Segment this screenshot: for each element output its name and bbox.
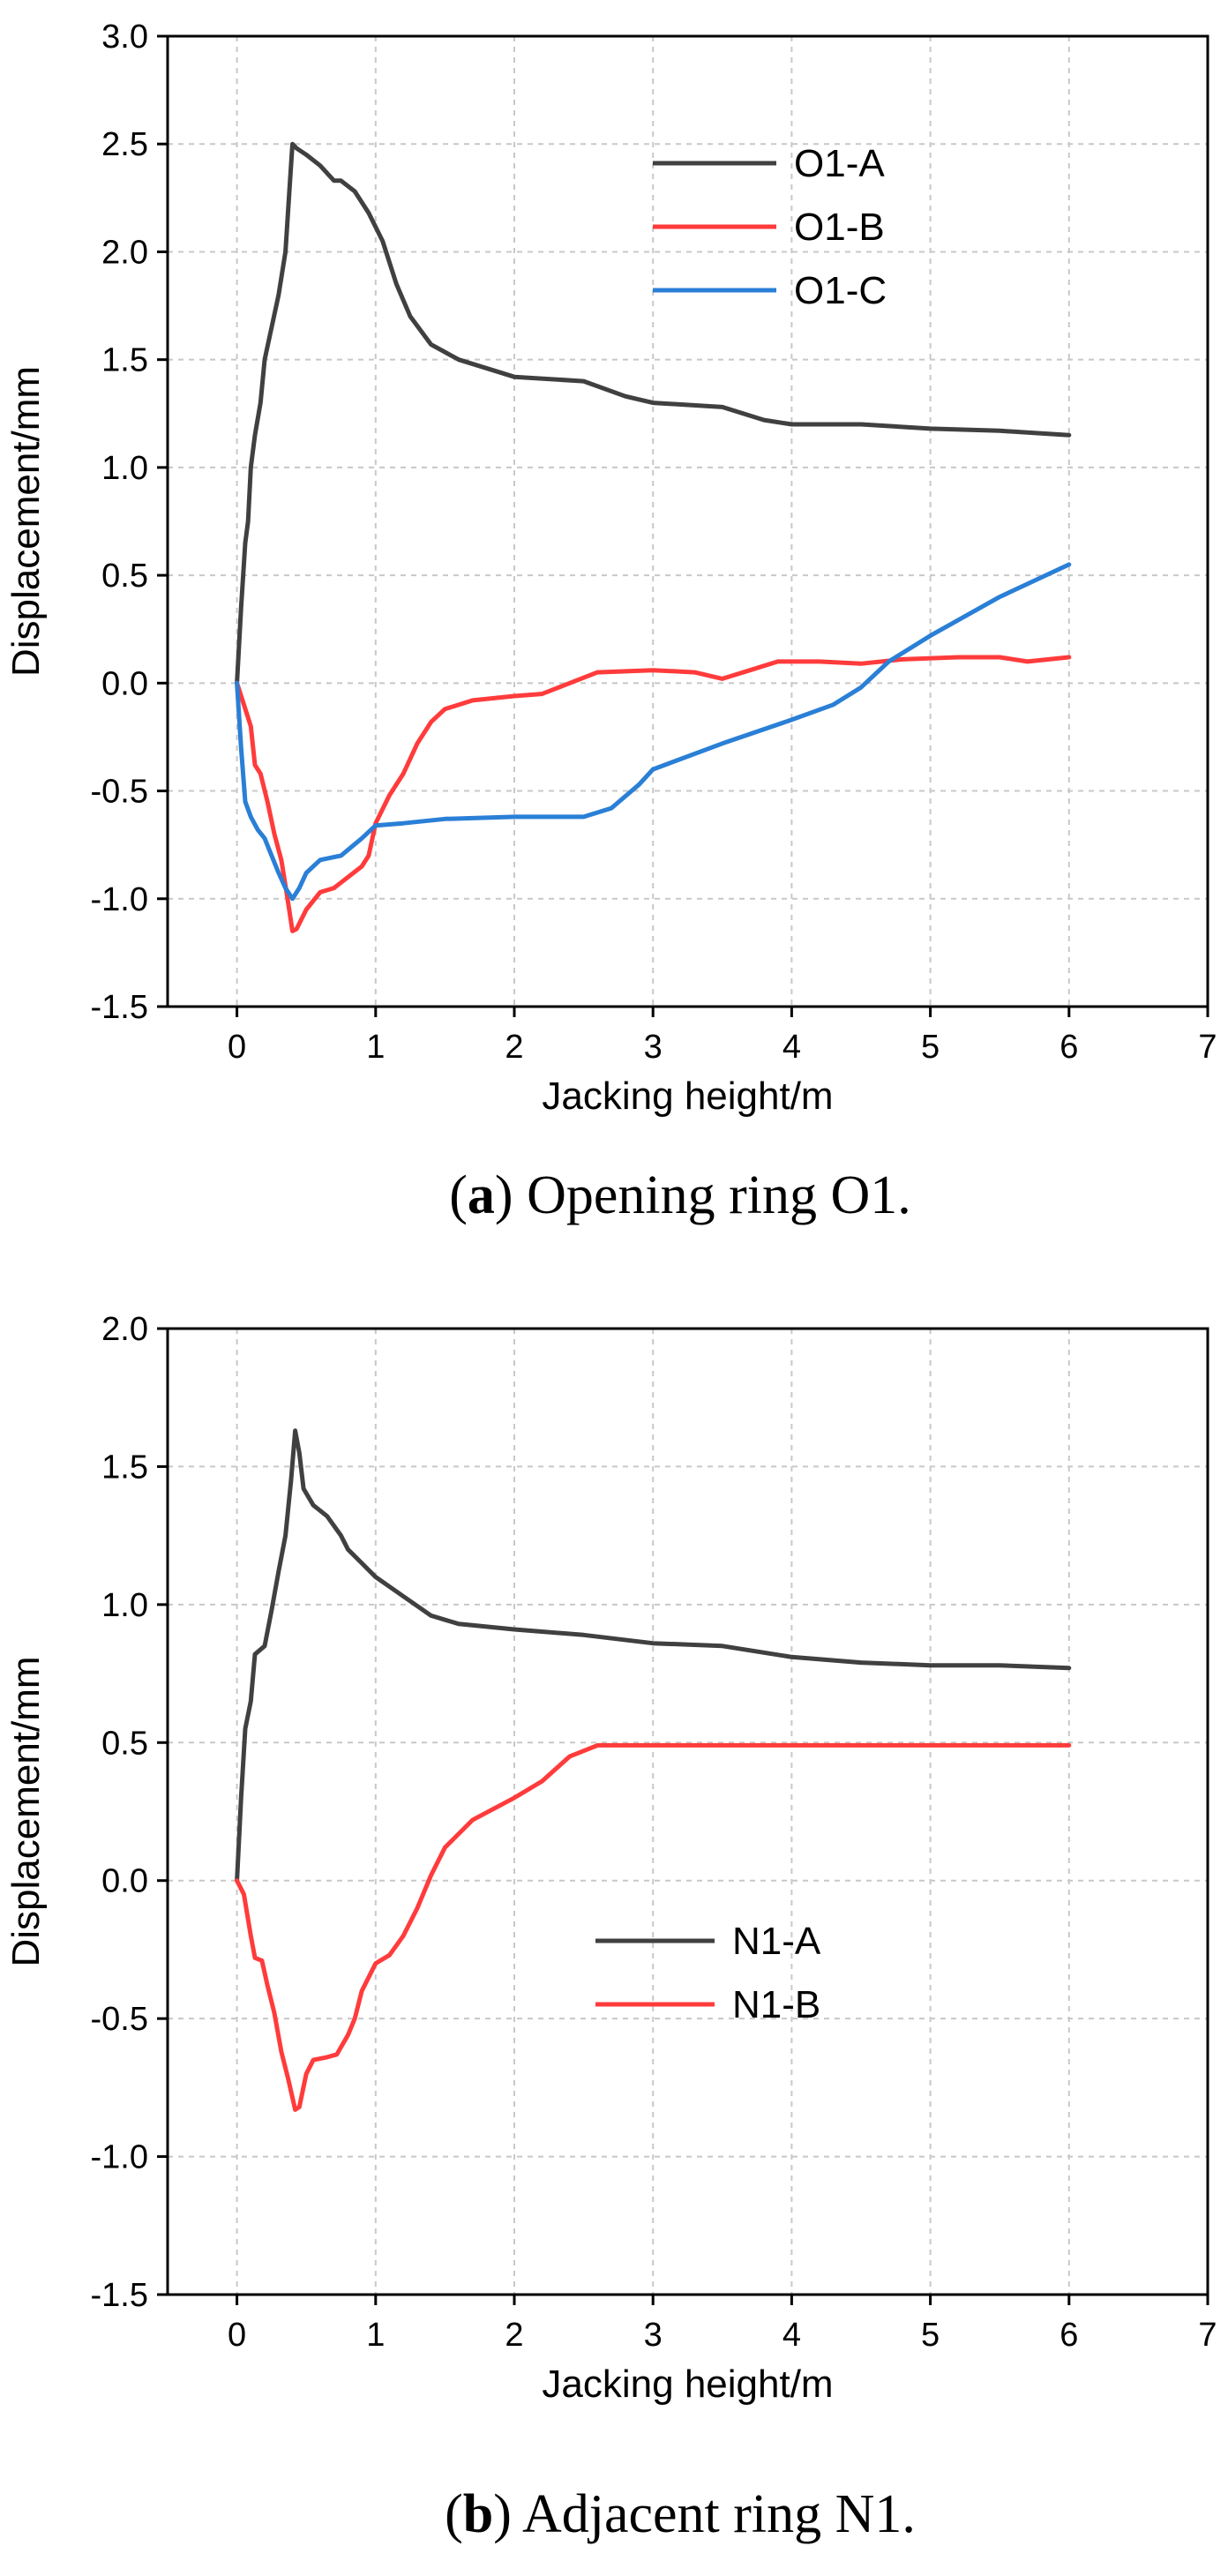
legend-label-o1-c: O1-C bbox=[794, 269, 887, 312]
x-tick-label: 4 bbox=[782, 2317, 801, 2354]
caption-label: a bbox=[468, 1165, 495, 1225]
plot-frame bbox=[166, 34, 1209, 1008]
y-tick-label: -0.5 bbox=[91, 774, 148, 811]
figure-caption: (b) Adjacent ring N1. bbox=[445, 2484, 916, 2544]
y-tick-label: 2.0 bbox=[101, 1311, 148, 1348]
y-tick-label: 1.5 bbox=[101, 342, 148, 379]
legend-label-o1-b: O1-B bbox=[794, 206, 885, 249]
y-tick-label: 0.0 bbox=[101, 1863, 148, 1900]
y-tick-label: -1.0 bbox=[91, 881, 148, 918]
caption-label: b bbox=[463, 2484, 493, 2544]
x-axis-title: Jacking height/m bbox=[542, 1075, 833, 1118]
y-tick-label: 2.5 bbox=[101, 126, 148, 163]
series-line-o1-c bbox=[235, 562, 1072, 902]
legend-label-o1-a: O1-A bbox=[794, 142, 885, 185]
x-tick-label: 4 bbox=[782, 1029, 801, 1066]
y-tick-label: -1.5 bbox=[91, 2277, 148, 2314]
x-tick-label: 1 bbox=[366, 2317, 385, 2354]
legend-label-n1-a: N1-A bbox=[732, 1920, 821, 1963]
caption-title: Opening ring O1. bbox=[513, 1165, 911, 1225]
x-tick-label: 6 bbox=[1060, 2317, 1078, 2354]
legend-label-n1-b: N1-B bbox=[732, 1983, 820, 2026]
y-tick-label: 0.0 bbox=[101, 665, 148, 702]
x-tick-label: 7 bbox=[1198, 2317, 1217, 2354]
caption-open-paren: ( bbox=[445, 2484, 463, 2544]
x-axis-title: Jacking height/m bbox=[542, 2363, 833, 2406]
x-tick-label: 6 bbox=[1060, 1029, 1078, 1066]
x-tick-label: 5 bbox=[921, 2317, 940, 2354]
series-group bbox=[235, 1428, 1072, 2112]
chart-adjacent-ring-n1: 0 1 2 3 4 5 6 7 -1.5 -1.0 -0.5 0.0 0.5 1.0 1.5 2.0 Jacki… bbox=[4, 1311, 1217, 2544]
legend: O1-A O1-B O1-C bbox=[653, 142, 887, 312]
y-tick-label: 3.0 bbox=[101, 19, 148, 56]
series-group bbox=[235, 141, 1072, 933]
y-axis-title: Displacement/mm bbox=[4, 1656, 48, 1966]
figure-caption: (a) Opening ring O1. bbox=[449, 1165, 910, 1225]
x-tick-label: 3 bbox=[644, 2317, 663, 2354]
caption-title: Adjacent ring N1. bbox=[512, 2484, 916, 2544]
x-tick-label: 2 bbox=[505, 2317, 523, 2354]
chart-opening-ring-o1: 0 1 2 3 4 5 6 7 -1.5 -1.0 -0.5 0.0 0.5 1.0 1.5 2.0 2.5 3.… bbox=[4, 19, 1217, 1225]
x-tick-label: 3 bbox=[644, 1029, 663, 1066]
ticks: 0 1 2 3 4 5 6 7 -1.5 -1.0 -0.5 0.0 0.5 1.0 1.5 2.0 bbox=[91, 1311, 1217, 2354]
series-line-n1-a bbox=[235, 1428, 1072, 1883]
y-tick-label: 2.0 bbox=[101, 234, 148, 271]
x-tick-label: 2 bbox=[505, 1029, 523, 1066]
x-tick-label: 7 bbox=[1198, 1029, 1217, 1066]
plot-frame bbox=[166, 1327, 1209, 2296]
x-tick-label: 0 bbox=[228, 1029, 246, 1066]
ticks: 0 1 2 3 4 5 6 7 -1.5 -1.0 -0.5 0.0 0.5 1.0 1.5 2.0 2.5 3.… bbox=[91, 19, 1217, 1066]
x-tick-label: 1 bbox=[366, 1029, 385, 1066]
x-tick-label: 5 bbox=[921, 1029, 940, 1066]
y-tick-label: -1.0 bbox=[91, 2139, 148, 2176]
series-line-n1-b bbox=[235, 1742, 1072, 2112]
y-tick-label: 0.5 bbox=[101, 1725, 148, 1762]
y-tick-label: -1.5 bbox=[91, 989, 148, 1026]
y-tick-label: 1.0 bbox=[101, 1587, 148, 1624]
series-line-o1-b bbox=[235, 655, 1072, 933]
y-tick-label: -0.5 bbox=[91, 2001, 148, 2038]
legend: N1-A N1-B bbox=[595, 1920, 821, 2026]
y-axis-title: Displacement/mm bbox=[4, 366, 48, 677]
x-tick-label: 0 bbox=[228, 2317, 246, 2354]
series-line-o1-a bbox=[235, 141, 1072, 685]
y-tick-label: 1.0 bbox=[101, 450, 148, 487]
y-tick-label: 0.5 bbox=[101, 558, 148, 595]
caption-open-paren: ( bbox=[449, 1165, 468, 1225]
caption-close-paren: ) bbox=[495, 1165, 513, 1225]
caption-close-paren: ) bbox=[493, 2484, 512, 2544]
grid bbox=[168, 1328, 1209, 2295]
y-tick-label: 1.5 bbox=[101, 1449, 148, 1486]
